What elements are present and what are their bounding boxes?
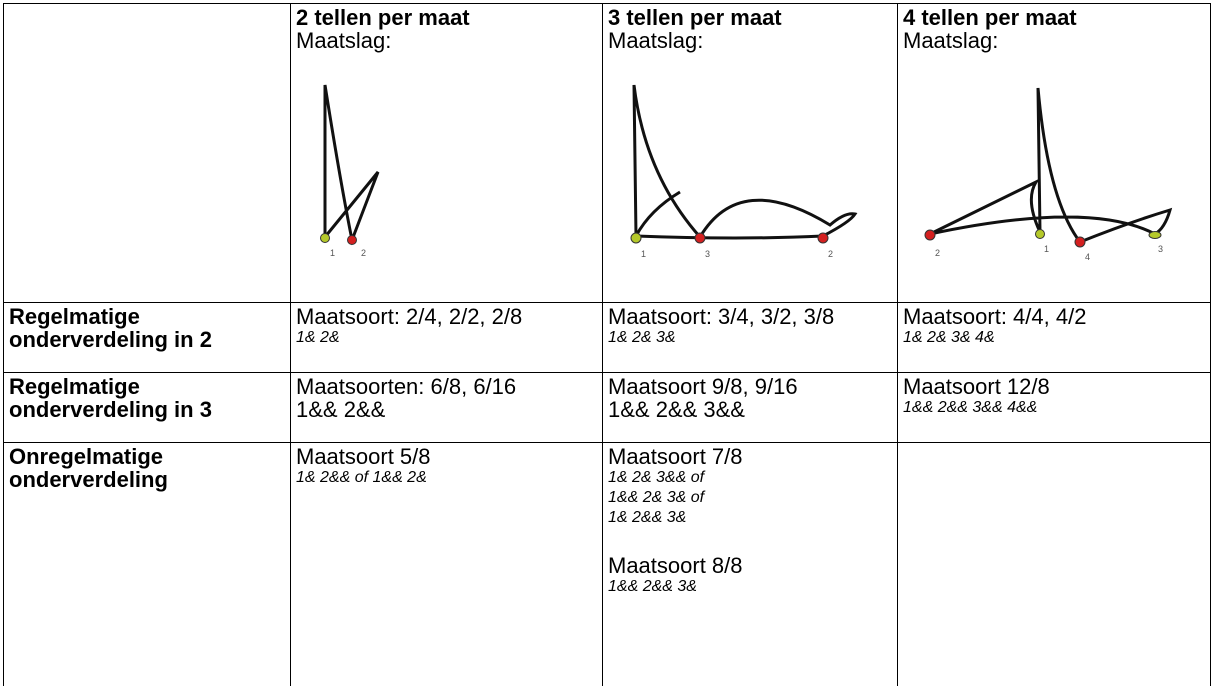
column-title: 3 tellen per maat	[608, 6, 892, 29]
pattern-line: 1&& 2&& 3&& 4&&	[903, 398, 1205, 418]
corner-cell	[4, 4, 291, 303]
meter-line: Maatsoort 5/8	[296, 445, 597, 468]
pattern-line: 1&& 2&& 3&	[608, 577, 892, 597]
page: 2 tellen per maatMaatslag:3 tellen per m…	[0, 0, 1212, 686]
row-label-line: Regelmatige	[9, 305, 285, 328]
column-subtitle: Maatslag:	[608, 29, 892, 52]
cell	[898, 443, 1211, 686]
meter-line: Maatsoort: 4/4, 4/2	[903, 305, 1205, 328]
meter-line: Maatsoort: 2/4, 2/2, 2/8	[296, 305, 597, 328]
meter-line: Maatsoort 7/8	[608, 445, 892, 468]
meter-line: Maatsoort 8/8	[608, 554, 892, 577]
meter-line: Maatsoort 9/8, 9/16	[608, 375, 892, 398]
pattern-line: 1&& 2& 3& of	[608, 488, 892, 508]
meter-line: 1&& 2&&	[296, 398, 597, 421]
meter-line: 1&& 2&& 3&&	[608, 398, 892, 421]
meter-line: Maatsoort: 3/4, 3/2, 3/8	[608, 305, 892, 328]
row-label-line: onderverdeling in 2	[9, 328, 285, 351]
column-subtitle: Maatslag:	[903, 29, 1205, 52]
meter-line: Maatsoorten: 6/8, 6/16	[296, 375, 597, 398]
pattern-line: 1& 2&	[296, 328, 597, 348]
column-title: 4 tellen per maat	[903, 6, 1205, 29]
row-label-line: onderverdeling in 3	[9, 398, 285, 421]
row-label-line: Onregelmatige	[9, 445, 285, 468]
pattern-line: 1& 2&& of 1&& 2&	[296, 468, 597, 488]
row-label-line: Regelmatige	[9, 375, 285, 398]
row-label-line: onderverdeling	[9, 468, 285, 491]
pattern-line: 1& 2&& 3&	[608, 508, 892, 528]
pattern-line: 1& 2& 3&	[608, 328, 892, 348]
meter-line: Maatsoort 12/8	[903, 375, 1205, 398]
pattern-line: 1& 2& 3& 4&	[903, 328, 1205, 348]
pattern-line: 1& 2& 3&& of	[608, 468, 892, 488]
column-subtitle: Maatslag:	[296, 29, 597, 52]
column-title: 2 tellen per maat	[296, 6, 597, 29]
